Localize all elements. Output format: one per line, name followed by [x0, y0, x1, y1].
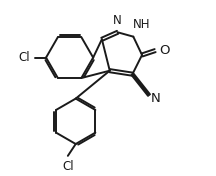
- Text: Cl: Cl: [62, 160, 74, 173]
- Text: Cl: Cl: [19, 51, 30, 64]
- Text: N: N: [113, 14, 121, 27]
- Text: NH: NH: [133, 18, 151, 31]
- Text: O: O: [159, 44, 170, 57]
- Text: N: N: [151, 92, 160, 105]
